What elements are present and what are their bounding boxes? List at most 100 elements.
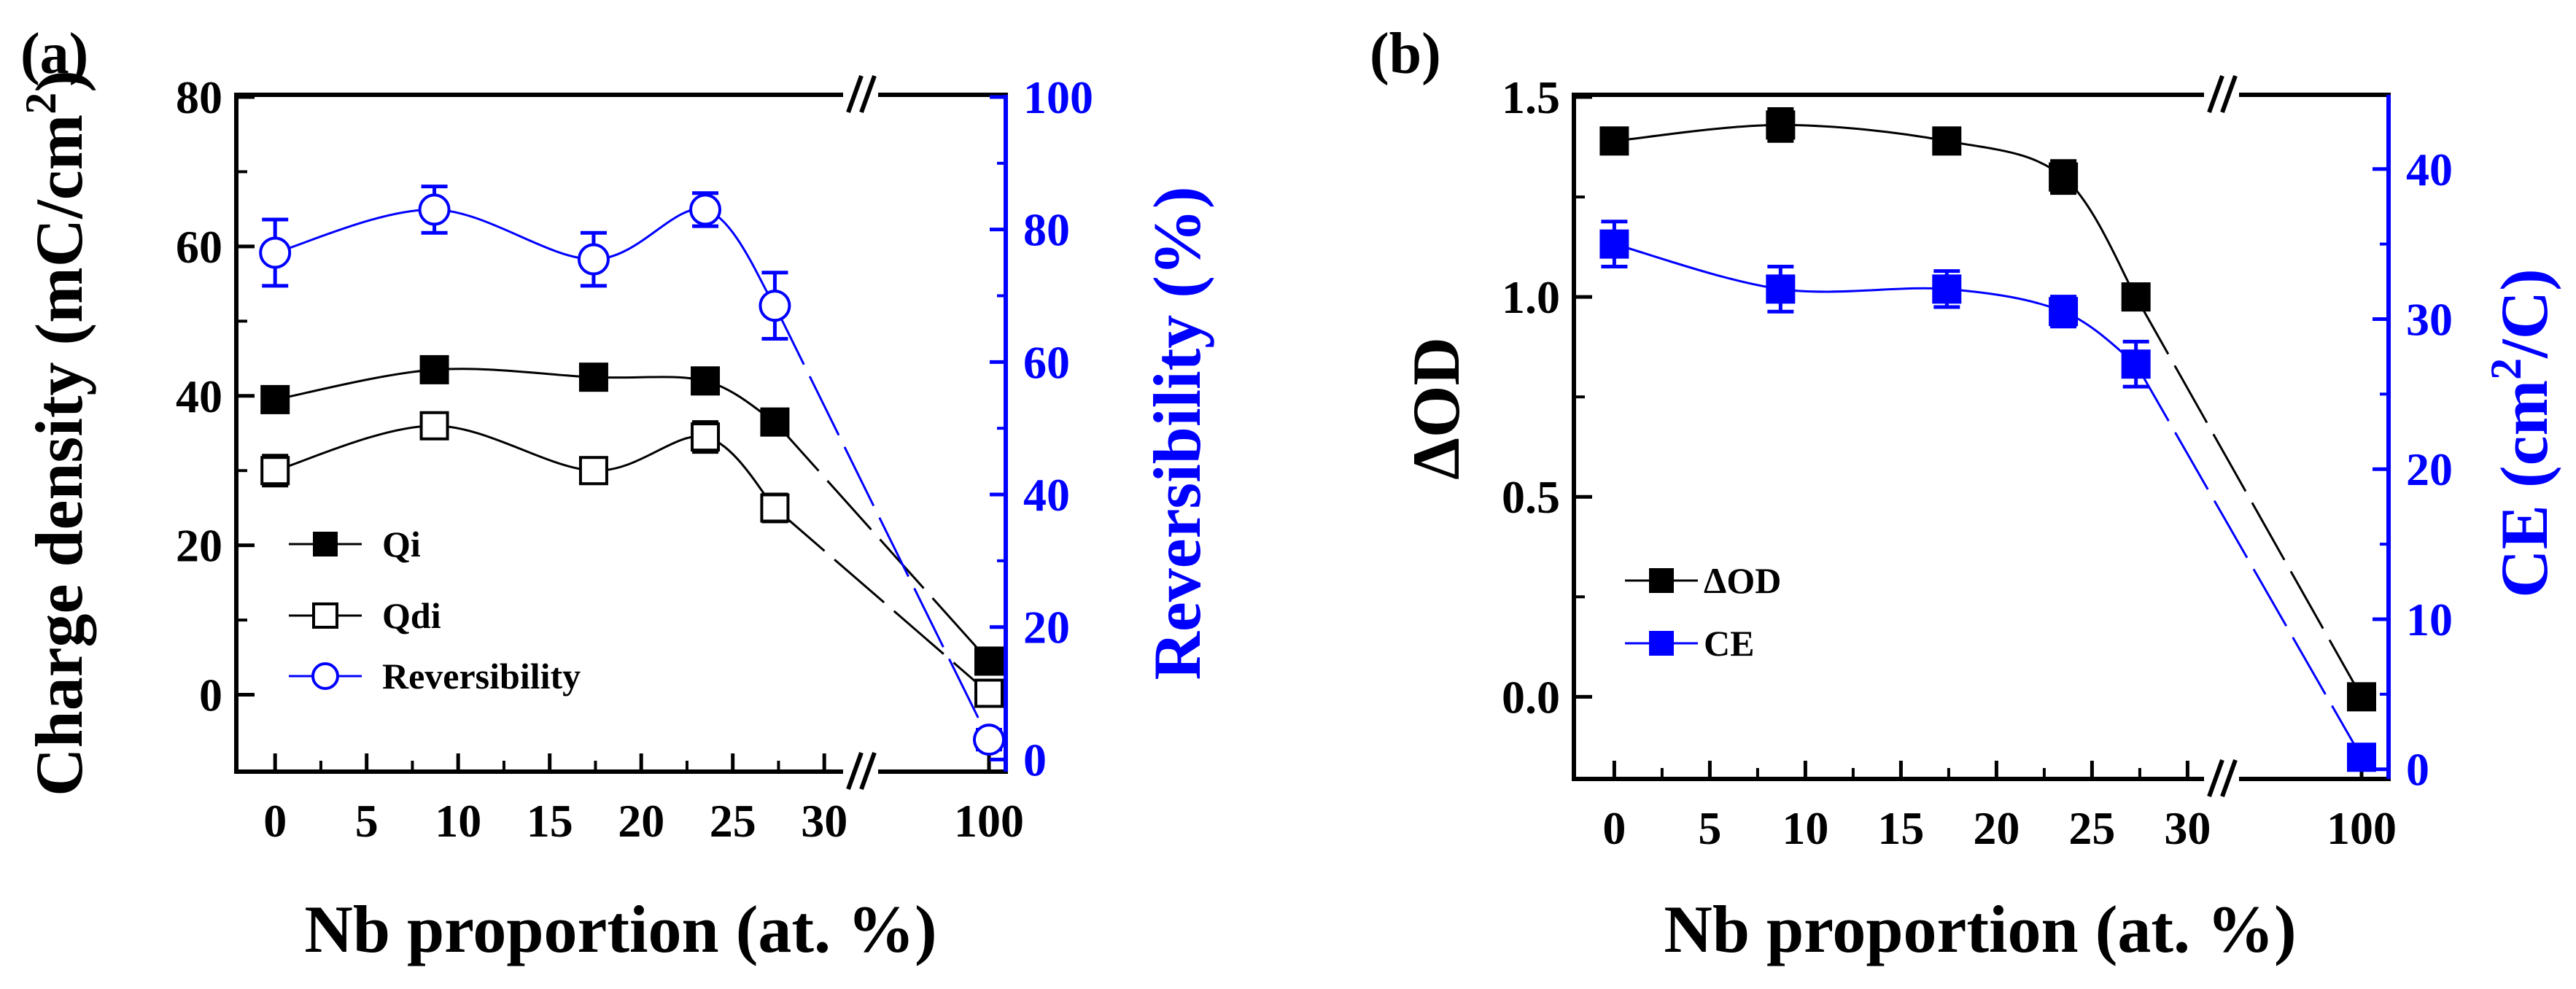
legend-qi-label: Qi bbox=[382, 524, 421, 565]
legend-qdi-marker bbox=[312, 602, 338, 629]
panel-b-y-tick-label: 1.0 bbox=[1502, 271, 1560, 323]
panel-a-y-tick-label: 20 bbox=[176, 520, 222, 572]
panel-a-y-axis-title: Charge density (mC/cm2) bbox=[17, 70, 96, 796]
panel-b-x-tick-label: 100 bbox=[2327, 802, 2397, 854]
panel-b-x-tick-label: 0 bbox=[1602, 802, 1626, 854]
legend-entry-reversibility: Reversibility bbox=[289, 656, 581, 697]
panel-b-series-ce-point bbox=[2049, 295, 2079, 329]
panel-b-y-tick-label: 0.5 bbox=[1502, 471, 1560, 523]
legend-ce-label: CE bbox=[1704, 623, 1754, 664]
panel-a-series-qi-point bbox=[691, 366, 721, 396]
panel-b-y-tick-label: 0.0 bbox=[1502, 671, 1560, 723]
panel-a-y2-tick-label: 20 bbox=[1023, 602, 1070, 653]
panel-b: (b) 0 5 10 15 20 25 30 100 0.0 0.5 1.0 1.5 0 10 20 30… bbox=[1370, 22, 2561, 966]
panel-b-series-ce-point bbox=[2121, 339, 2151, 389]
panel-a: (a) 0 5 10 15 20 25 30 100 0 20 40 60 80 0 20 40 60 80 1… bbox=[17, 22, 1214, 966]
panel-a-series-qi-break-line bbox=[774, 421, 990, 662]
panel-b-y2-tick-label: 40 bbox=[2406, 144, 2453, 195]
legend-reversibility-label: Reversibility bbox=[382, 656, 581, 697]
panel-b-y-tick-label: 1.5 bbox=[1502, 71, 1560, 123]
panel-a-series-reversibility-point bbox=[689, 191, 722, 228]
panel-b-y2-axis-title: CE (cm2/C) bbox=[2482, 268, 2561, 598]
panel-b-series-od-line bbox=[1614, 123, 2137, 298]
panel-b-label: (b) bbox=[1370, 22, 1441, 86]
panel-a-series-qdi-point bbox=[691, 420, 721, 454]
panel-b-series-ce-point bbox=[1599, 220, 1629, 268]
panel-b-axis-break-top bbox=[2204, 74, 2239, 114]
panel-a-plot-frame bbox=[234, 93, 1008, 774]
legend-qi-marker bbox=[313, 532, 338, 556]
panel-a-x-tick-label: 25 bbox=[710, 795, 756, 847]
panel-b-x-tick-label: 25 bbox=[2068, 802, 2115, 854]
panel-a-y2-axis-title: Reversibility (%) bbox=[1140, 186, 1214, 680]
panel-b-y2-tick-label: 0 bbox=[2406, 744, 2429, 796]
panel-b-series-ce-point bbox=[2347, 742, 2376, 772]
panel-a-x-tick-label: 100 bbox=[954, 795, 1024, 847]
panel-a-right-axis-line bbox=[1004, 95, 1008, 772]
panel-a-y2-tick-label: 60 bbox=[1023, 336, 1070, 388]
panel-b-right-axis-line bbox=[2386, 95, 2391, 779]
panel-b-series-od-point bbox=[1599, 126, 1629, 156]
legend-entry-qi: Qi bbox=[289, 524, 421, 565]
legend-ce-marker bbox=[1649, 631, 1674, 656]
panel-a-y2-tick-label: 100 bbox=[1023, 71, 1093, 123]
panel-a-y-tick-label: 0 bbox=[199, 670, 222, 721]
panel-a-series-qdi-point bbox=[578, 456, 608, 486]
panel-a-y-tick-label: 60 bbox=[176, 221, 222, 273]
panel-a-series-qdi-point bbox=[419, 411, 449, 441]
panel-b-series-od-point bbox=[2347, 682, 2376, 712]
panel-b-series-ce-line bbox=[1614, 243, 2137, 365]
panel-b-axis-break-bottom bbox=[2204, 759, 2239, 798]
panel-b-y-axis-title: ΔOD bbox=[1399, 337, 1473, 480]
panel-a-label: (a) bbox=[20, 22, 88, 86]
panel-a-series-qi-point bbox=[578, 362, 608, 392]
panel-b-series-od-point bbox=[1766, 106, 1796, 143]
legend-dod-label: ΔOD bbox=[1704, 560, 1781, 601]
panel-a-x-tick-label: 10 bbox=[435, 795, 481, 847]
panel-a-series-qdi-point bbox=[760, 492, 790, 524]
panel-a-axis-break-top bbox=[843, 74, 878, 114]
panel-a-y2-tick-label: 80 bbox=[1023, 204, 1070, 256]
panel-b-plot-frame bbox=[1572, 93, 2391, 781]
panel-a-series-qi-point bbox=[260, 384, 290, 414]
panel-a-series-reversibility-point bbox=[577, 230, 610, 288]
panel-a-axis-break-bottom bbox=[843, 751, 878, 791]
panel-b-series-od-point bbox=[1932, 126, 1962, 156]
panel-a-y-tick-label: 80 bbox=[176, 71, 222, 123]
panel-a-series-qi-point bbox=[419, 354, 449, 384]
panel-a-series-qdi-break-line bbox=[774, 507, 990, 694]
panel-a-series-qdi-point bbox=[260, 454, 290, 488]
panel-a-series-reversibility-point bbox=[259, 217, 292, 288]
panel-a-series-reversibility-point bbox=[418, 185, 451, 235]
panel-a-series-reversibility-point bbox=[759, 271, 791, 341]
panel-b-y2-tick-label: 30 bbox=[2406, 293, 2453, 345]
legend-qdi-label: Qdi bbox=[382, 595, 441, 636]
panel-b-x-axis-title: Nb proportion (at. %) bbox=[1664, 892, 2296, 966]
panel-b-y2-tick-label: 20 bbox=[2406, 443, 2453, 495]
panel-a-x-tick-label: 5 bbox=[355, 795, 379, 847]
panel-b-series-ce-point bbox=[1766, 264, 1796, 314]
panel-a-x-axis-title: Nb proportion (at. %) bbox=[304, 892, 936, 966]
panel-b-series-od-break-line bbox=[2135, 296, 2363, 698]
legend-entry-dod: ΔOD bbox=[1625, 560, 1781, 601]
panel-b-x-tick-label: 15 bbox=[1877, 802, 1924, 854]
panel-b-legend: ΔOD CE bbox=[1625, 560, 1781, 664]
panel-b-series-od-point bbox=[2121, 282, 2151, 312]
panel-b-x-tick-label: 10 bbox=[1782, 802, 1828, 854]
panel-a-legend: Qi Qdi Reversibility bbox=[289, 524, 581, 697]
panel-b-y2-tick-label: 10 bbox=[2406, 594, 2453, 645]
panel-a-x-tick-label: 20 bbox=[618, 795, 664, 847]
panel-a-series-qdi-point bbox=[974, 678, 1004, 708]
panel-a-x-tick-label: 30 bbox=[801, 795, 847, 847]
panel-a-x-tick-label: 15 bbox=[527, 795, 573, 847]
panel-b-x-tick-label: 5 bbox=[1698, 802, 1721, 854]
panel-b-series-ce-point bbox=[1932, 269, 1962, 309]
legend-reversibility-marker bbox=[311, 662, 339, 690]
legend-entry-qdi: Qdi bbox=[289, 595, 441, 636]
panel-a-y-tick-label: 40 bbox=[176, 371, 222, 422]
panel-b-x-tick-label: 20 bbox=[1973, 802, 2020, 854]
panel-a-y2-tick-label: 0 bbox=[1023, 734, 1047, 786]
panel-a-y2-tick-label: 40 bbox=[1023, 469, 1070, 521]
panel-a-series-qi-point bbox=[760, 407, 790, 437]
